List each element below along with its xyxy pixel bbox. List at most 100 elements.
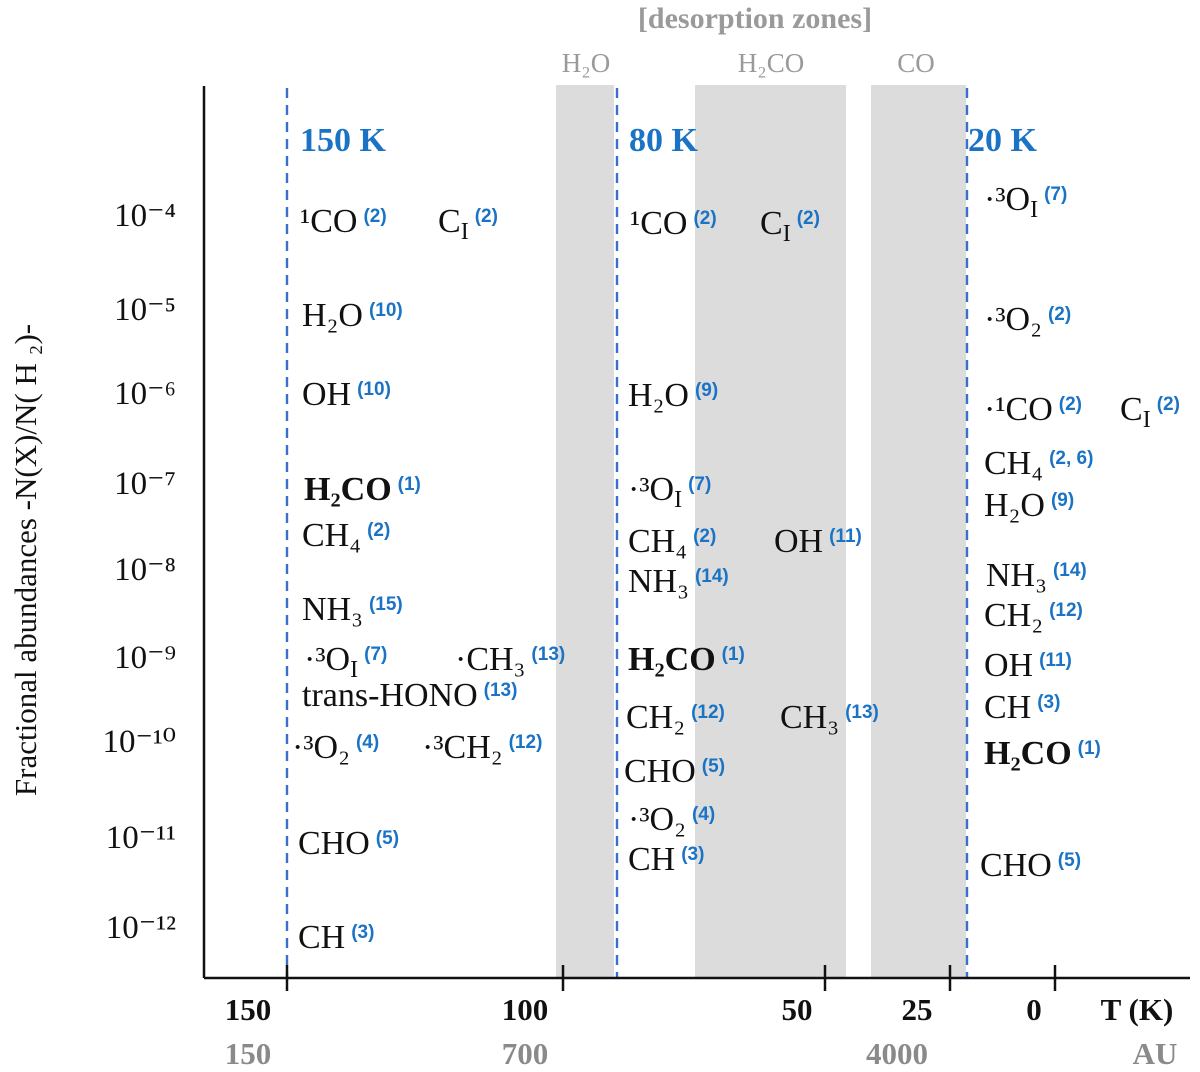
species-label: ·³O₂ (4) — [628, 801, 715, 838]
reference-number: (4) — [356, 732, 379, 753]
reference-number: (4) — [692, 804, 715, 825]
species-label: CH₄ (2) — [628, 523, 716, 560]
x-unit-temperature: T (K) — [1101, 992, 1174, 1027]
reference-number: (15) — [369, 594, 403, 615]
au-label-700: 700 — [502, 1036, 549, 1071]
reference-number: (11) — [829, 526, 862, 547]
marker-label-20k: 20 K — [968, 122, 1038, 159]
zone-label-co: CO — [897, 48, 935, 78]
species-label: CI(2) — [760, 205, 820, 247]
species-label: H₂O (9) — [628, 377, 718, 414]
species-label: ·³OI(7) — [984, 181, 1067, 223]
reference-number: (2) — [693, 526, 716, 547]
y-tick-label: 10⁻⁶ — [114, 376, 176, 412]
species-label: NH₃ (14) — [986, 557, 1087, 594]
species-label: ¹CO (2) — [630, 205, 717, 242]
species-label: trans-HONO (13) — [302, 677, 517, 714]
species-label: CH₂ (12) — [984, 597, 1083, 634]
reference-number: (2) — [363, 206, 386, 227]
reference-number: (5) — [376, 828, 399, 849]
y-axis-label: Fractional abundances -N(X)/N( H ₂)- — [8, 324, 43, 796]
species-label: CH₄ (2) — [302, 517, 390, 554]
reference-number: (12) — [1049, 600, 1083, 621]
y-tick-label: 10⁻¹¹ — [106, 820, 176, 856]
species-label: CH (3) — [628, 841, 704, 878]
reference-number: (2) — [1048, 304, 1071, 325]
species-label: OH (11) — [774, 523, 862, 560]
species-label: CHO (5) — [298, 825, 399, 862]
reference-number: (10) — [357, 379, 391, 400]
reference-number: (2, 6) — [1049, 448, 1093, 469]
y-tick-label: 10⁻⁴ — [114, 198, 176, 234]
species-label: CI(2) — [1120, 391, 1180, 433]
zone-label-h2o: H₂O — [562, 48, 610, 78]
reference-number: (14) — [1053, 560, 1087, 581]
column-150k-species: ¹CO (2) CI(2) H₂O (10) OH (10) H₂CO (1) CH₄ (2) NH₃… — [292, 203, 565, 956]
reference-number: (9) — [1051, 490, 1074, 511]
reference-number: (1) — [722, 644, 745, 665]
reference-number: (10) — [369, 300, 403, 321]
reference-number: (3) — [351, 922, 374, 943]
reference-number: (7) — [688, 474, 711, 495]
y-tick-label: 10⁻⁹ — [114, 640, 176, 676]
species-label: CHO (5) — [980, 847, 1081, 884]
reference-number: (2) — [1157, 394, 1180, 415]
species-label: CHO (5) — [624, 753, 725, 790]
y-tick-label: 10⁻¹⁰ — [102, 724, 176, 760]
species-label: CI(2) — [438, 203, 498, 245]
reference-number: (13) — [845, 702, 879, 723]
reference-number: (3) — [1037, 692, 1060, 713]
reference-number: (2) — [1059, 394, 1082, 415]
species-label: OH (10) — [302, 376, 391, 413]
species-label: ·¹CO (2) — [984, 391, 1082, 428]
species-label: CH₂ (12) — [626, 699, 725, 736]
zone-label-h2co: H₂CO — [738, 48, 804, 78]
reference-number: (12) — [691, 702, 725, 723]
species-label: NH₃ (15) — [302, 591, 403, 628]
species-label: ·³O₂ (2) — [984, 301, 1071, 338]
marker-label-80k: 80 K — [629, 122, 699, 159]
reference-number: (13) — [484, 680, 518, 701]
reference-number: (7) — [364, 644, 387, 665]
reference-number: (9) — [695, 380, 718, 401]
zone-band-h2co — [695, 85, 846, 977]
desorption-zones-title: [desorption zones] — [638, 2, 872, 35]
reference-number: (1) — [1078, 738, 1101, 759]
reference-number: (11) — [1039, 650, 1072, 671]
reference-number: (2) — [693, 208, 716, 229]
column-20k-species: ·³OI(7) ·³O₂ (2) ·¹CO (2) CI(2) CH₄ (2, 6) H₂O (9… — [980, 181, 1180, 884]
species-label: CH (3) — [298, 919, 374, 956]
species-label: CH₄ (2, 6) — [984, 445, 1093, 482]
au-label-150: 150 — [225, 1036, 272, 1071]
species-label: NH₃ (14) — [628, 563, 729, 600]
reference-number: (1) — [398, 474, 421, 495]
x-label-25: 25 — [902, 992, 933, 1027]
y-tick-label: 10⁻⁵ — [114, 292, 176, 328]
y-tick-labels: 10⁻⁴ 10⁻⁵ 10⁻⁶ 10⁻⁷ 10⁻⁸ 10⁻⁹ 10⁻¹⁰ 10⁻¹¹ 10⁻¹² — [102, 198, 176, 946]
x-label-50: 50 — [782, 992, 813, 1027]
reference-number: (12) — [509, 732, 543, 753]
species-label: ·CH₃ (13) — [455, 641, 565, 678]
species-label: H₂CO (1) — [628, 641, 745, 678]
species-label: H₂O (9) — [984, 487, 1074, 524]
column-80k-species: ¹CO (2) CI(2) H₂O (9) ·³OI(7) CH₄ (2) OH (11) NH₃(… — [624, 205, 879, 878]
reference-number: (13) — [531, 644, 565, 665]
y-tick-label: 10⁻⁸ — [114, 552, 176, 588]
zone-band-co — [871, 85, 966, 977]
reference-number: (7) — [1044, 184, 1067, 205]
y-tick-label: 10⁻⁷ — [114, 466, 176, 502]
reference-number: (2) — [797, 208, 820, 229]
reference-number: (5) — [1058, 850, 1081, 871]
species-label: H₂CO (1) — [984, 735, 1101, 772]
species-label: H₂O (10) — [302, 297, 403, 334]
zone-band-h2o — [556, 85, 614, 977]
reference-number: (3) — [681, 844, 704, 865]
species-label: ·³OI(7) — [628, 471, 711, 513]
au-label-4000: 4000 — [866, 1036, 928, 1071]
species-label: ·³OI(7) — [304, 641, 387, 683]
x-label-100: 100 — [502, 992, 549, 1027]
marker-label-150k: 150 K — [300, 122, 387, 159]
species-label: CH₃ (13) — [780, 699, 879, 736]
species-label: ¹CO (2) — [300, 203, 387, 240]
reference-number: (2) — [475, 206, 498, 227]
